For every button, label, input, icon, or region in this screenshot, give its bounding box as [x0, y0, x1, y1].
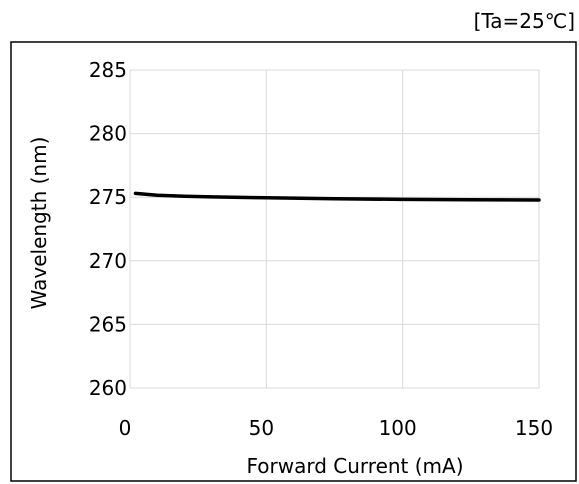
y-tick-label: 275: [89, 185, 127, 209]
y-tick-label: 280: [89, 122, 127, 146]
measurement-condition-label: [Ta=25℃]: [473, 9, 575, 33]
y-tick-label: 265: [89, 312, 127, 336]
y-tick-label: 285: [89, 58, 127, 82]
x-tick-label: 0: [119, 416, 132, 440]
series: [133, 191, 541, 202]
x-tick-label: 50: [249, 416, 274, 440]
x-tick-label: 150: [515, 416, 553, 440]
y-tick-label: 260: [89, 376, 127, 400]
series-line-0: [133, 191, 541, 202]
axes: [129, 70, 539, 389]
y-tick-label: 270: [89, 249, 127, 273]
chart-frame: [10, 41, 577, 482]
y-axis-title: Wavelength (nm): [27, 137, 51, 310]
grid: [130, 69, 540, 388]
x-tick-label: 100: [379, 416, 417, 440]
tick-labels: 0 50 100 150 260 265 270 275 280 285: [89, 58, 553, 440]
x-axis-title: Forward Current (mA): [246, 454, 463, 478]
